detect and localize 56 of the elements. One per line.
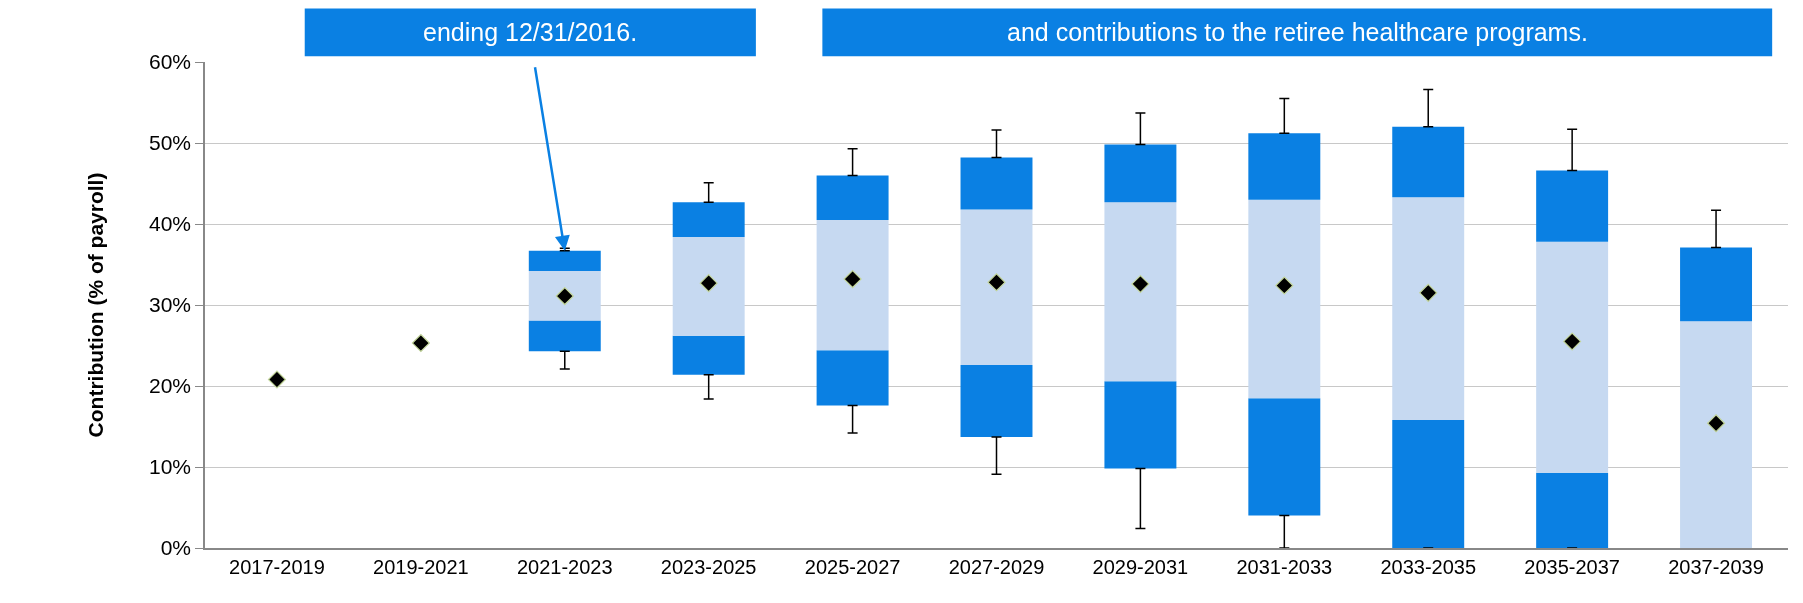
- point: [411, 334, 430, 353]
- bar: [1248, 398, 1321, 516]
- y-tick-label: 30%: [149, 293, 192, 317]
- x-tick-label: 2031-2033: [1236, 555, 1333, 578]
- bar: [1392, 197, 1465, 421]
- x-tick-label: 2033-2035: [1380, 555, 1477, 578]
- bar: [1104, 144, 1177, 203]
- point: [987, 273, 1006, 292]
- point: [1131, 274, 1150, 293]
- x-tick-label: 2027-2029: [948, 555, 1045, 578]
- y-axis-title: Contribution (% of payroll): [83, 172, 107, 438]
- point: [699, 274, 718, 293]
- point: [1563, 332, 1582, 351]
- bar: [1104, 381, 1177, 469]
- bar: [960, 209, 1033, 365]
- bar: [1536, 170, 1609, 242]
- bar: [960, 364, 1033, 438]
- point: [1419, 283, 1438, 302]
- point: [843, 270, 862, 289]
- annotation: ending 12/31/2016.: [423, 18, 638, 46]
- y-tick-label: 10%: [149, 455, 192, 479]
- y-tick-label: 60%: [149, 50, 192, 74]
- bar: [672, 335, 745, 375]
- bar: [672, 202, 745, 237]
- y-tick-label: 50%: [149, 131, 192, 155]
- bar: [1536, 472, 1609, 548]
- bar: [816, 219, 889, 351]
- point: [267, 370, 286, 389]
- x-tick-label: 2017-2019: [229, 555, 325, 578]
- point: [1275, 276, 1294, 295]
- bar: [1536, 241, 1609, 473]
- bar: [528, 320, 601, 352]
- bar: [1392, 126, 1465, 198]
- point: [1707, 414, 1726, 433]
- y-tick-label: 40%: [149, 212, 192, 236]
- x-tick-label: 2021-2023: [516, 555, 613, 578]
- x-tick-label: 2037-2039: [1668, 555, 1764, 578]
- x-tick-label: 2025-2027: [804, 555, 901, 578]
- text: and contributions to the retiree healthcare programs.: [1007, 18, 1588, 46]
- x-tick-label: 2035-2037: [1524, 555, 1620, 578]
- bar: [528, 270, 601, 321]
- bar: [1680, 247, 1753, 322]
- y-tick-label: 0%: [160, 536, 192, 560]
- bar: [1104, 202, 1177, 382]
- bar: [1248, 199, 1321, 399]
- bar: [1248, 133, 1321, 200]
- bar: [816, 350, 889, 406]
- bar: [816, 175, 889, 220]
- bar: [960, 157, 1033, 210]
- x-tick-label: 2029-2031: [1092, 555, 1189, 578]
- bar: [1392, 420, 1465, 548]
- y-tick-label: 20%: [149, 374, 192, 398]
- bar: [672, 236, 745, 336]
- bar: [1680, 321, 1753, 548]
- x-tick-label: 2023-2025: [660, 555, 757, 578]
- x-tick-label: 2019-2021: [373, 555, 469, 578]
